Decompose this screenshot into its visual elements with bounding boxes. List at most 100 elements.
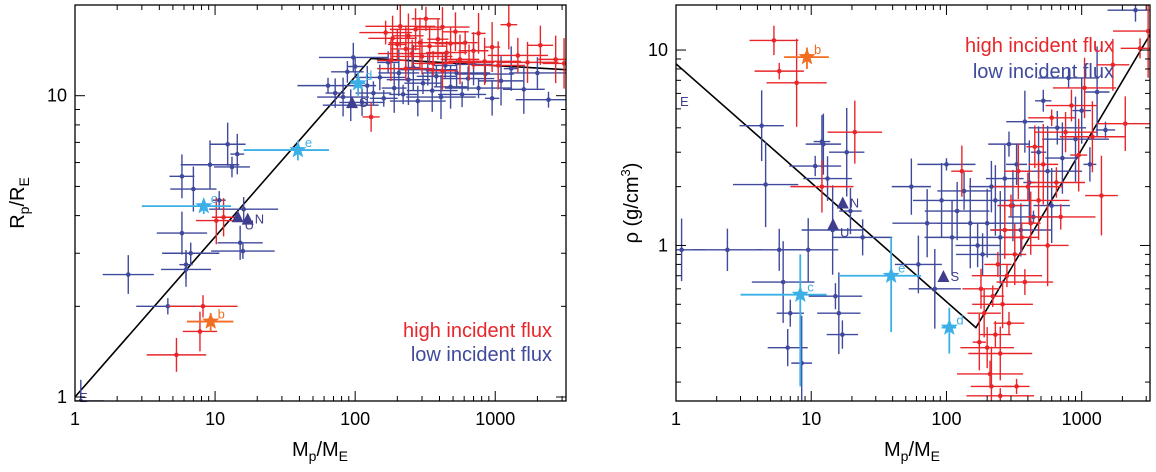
y-axis-title: ρ (g/cm3): [618, 163, 643, 244]
low-flux-point: [787, 310, 793, 316]
low-flux-point: [1066, 75, 1071, 81]
low-flux-point: [240, 248, 246, 254]
low-flux-point: [359, 100, 365, 105]
low-flux-point: [340, 94, 346, 100]
low-flux-point: [391, 85, 397, 91]
high-flux-point: [978, 286, 984, 292]
high-flux-point: [819, 184, 825, 189]
low-flux-point: [980, 252, 985, 257]
high-flux-point: [200, 304, 206, 309]
solar-N-label: N: [850, 195, 859, 210]
low-flux-point: [984, 220, 990, 226]
low-flux-point: [989, 184, 994, 189]
high-flux-point: [1063, 129, 1068, 135]
high-flux-point: [1049, 115, 1054, 121]
planet-d-label: d: [956, 313, 963, 328]
high-flux-point: [440, 24, 445, 30]
high-flux-point: [403, 66, 409, 71]
y-tick-label: 1: [57, 387, 67, 407]
planet-b-label: b: [218, 307, 225, 322]
high-flux-point: [1058, 214, 1064, 220]
high-flux-point: [515, 53, 521, 58]
solar-U-label: U: [840, 225, 849, 240]
y-tick-label: 10: [648, 40, 668, 60]
high-flux-point: [1036, 198, 1041, 203]
high-flux-point: [981, 310, 987, 316]
high-flux-point: [1145, 28, 1150, 34]
low-flux-point: [352, 64, 358, 69]
high-flux-point: [1076, 152, 1081, 158]
high-flux-point: [1054, 180, 1059, 185]
planet-c-label: c: [211, 191, 218, 206]
low-flux-point: [483, 71, 488, 77]
solar-S-marker: [937, 269, 950, 282]
low-flux-point: [1045, 168, 1050, 174]
low-flux-point: [1022, 119, 1028, 124]
low-flux-point: [476, 85, 481, 91]
low-flux-point: [165, 304, 171, 309]
density-mass-panel: b c e d E NU S 1 10 100 1000 1 10 high incident fl…: [618, 4, 1151, 464]
low-flux-point: [216, 197, 222, 203]
low-flux-point: [848, 208, 853, 214]
high-flux-point: [476, 31, 481, 36]
high-flux-point: [995, 262, 1001, 267]
low-flux-point: [833, 293, 838, 299]
high-flux-point: [495, 63, 501, 68]
low-flux-point: [1073, 136, 1078, 142]
high-flux-point: [794, 80, 799, 86]
low-flux-point: [396, 70, 402, 76]
planet-e-label: e: [305, 135, 312, 150]
high-flux-point: [1028, 220, 1034, 226]
low-flux-point: [438, 94, 444, 100]
low-flux-point: [415, 98, 421, 104]
x-tick-label: 10: [205, 409, 225, 429]
low-flux-point: [546, 97, 551, 102]
high-flux-point: [174, 352, 179, 358]
high-flux-point: [989, 384, 994, 389]
low-flux-point: [860, 235, 865, 240]
low-flux-point: [332, 90, 338, 96]
low-flux-point: [420, 80, 426, 86]
high-flux-point: [990, 293, 996, 299]
low-flux-point: [351, 55, 356, 60]
high-flux-point: [959, 168, 965, 174]
high-flux-point: [482, 59, 487, 64]
low-flux-point: [909, 184, 914, 189]
high-flux-point: [435, 36, 441, 42]
high-flux-point: [444, 50, 449, 55]
high-flux-point: [1016, 168, 1021, 174]
high-flux-point: [997, 351, 1003, 356]
legend-low-flux: low incident flux: [973, 61, 1114, 83]
planet-d-star: [349, 74, 367, 91]
high-flux-point: [403, 46, 409, 52]
high-flux-point: [413, 27, 418, 32]
planet-e-star: [289, 141, 307, 158]
planet-d-label: d: [365, 68, 372, 83]
x-tick-label: 1: [671, 409, 681, 429]
planet-b-label: b: [814, 42, 821, 57]
low-flux-point: [1094, 89, 1100, 95]
high-flux-point: [397, 23, 403, 29]
low-flux-point: [785, 345, 791, 350]
low-flux-point: [944, 162, 949, 167]
high-flux-point: [525, 60, 530, 65]
x-tick-label: 1000: [1062, 409, 1102, 429]
low-flux-point: [237, 240, 243, 246]
solar-S-marker: [346, 96, 359, 109]
low-flux-point: [840, 332, 845, 337]
high-flux-point: [776, 68, 782, 74]
low-flux-point: [932, 286, 938, 292]
low-flux-point: [381, 96, 387, 101]
x-tick-label: 100: [340, 409, 370, 429]
low-flux-point: [521, 87, 527, 92]
solar-U-label: U: [245, 217, 254, 232]
high-flux-point: [390, 36, 395, 41]
low-flux-point: [844, 149, 850, 155]
low-flux-point: [406, 77, 411, 83]
low-flux-point: [325, 83, 331, 88]
planet-b-star: [798, 48, 816, 65]
low-flux-point: [679, 247, 684, 253]
low-flux-point: [442, 63, 448, 68]
high-flux-point: [430, 61, 436, 66]
high-flux-point: [1045, 243, 1050, 248]
